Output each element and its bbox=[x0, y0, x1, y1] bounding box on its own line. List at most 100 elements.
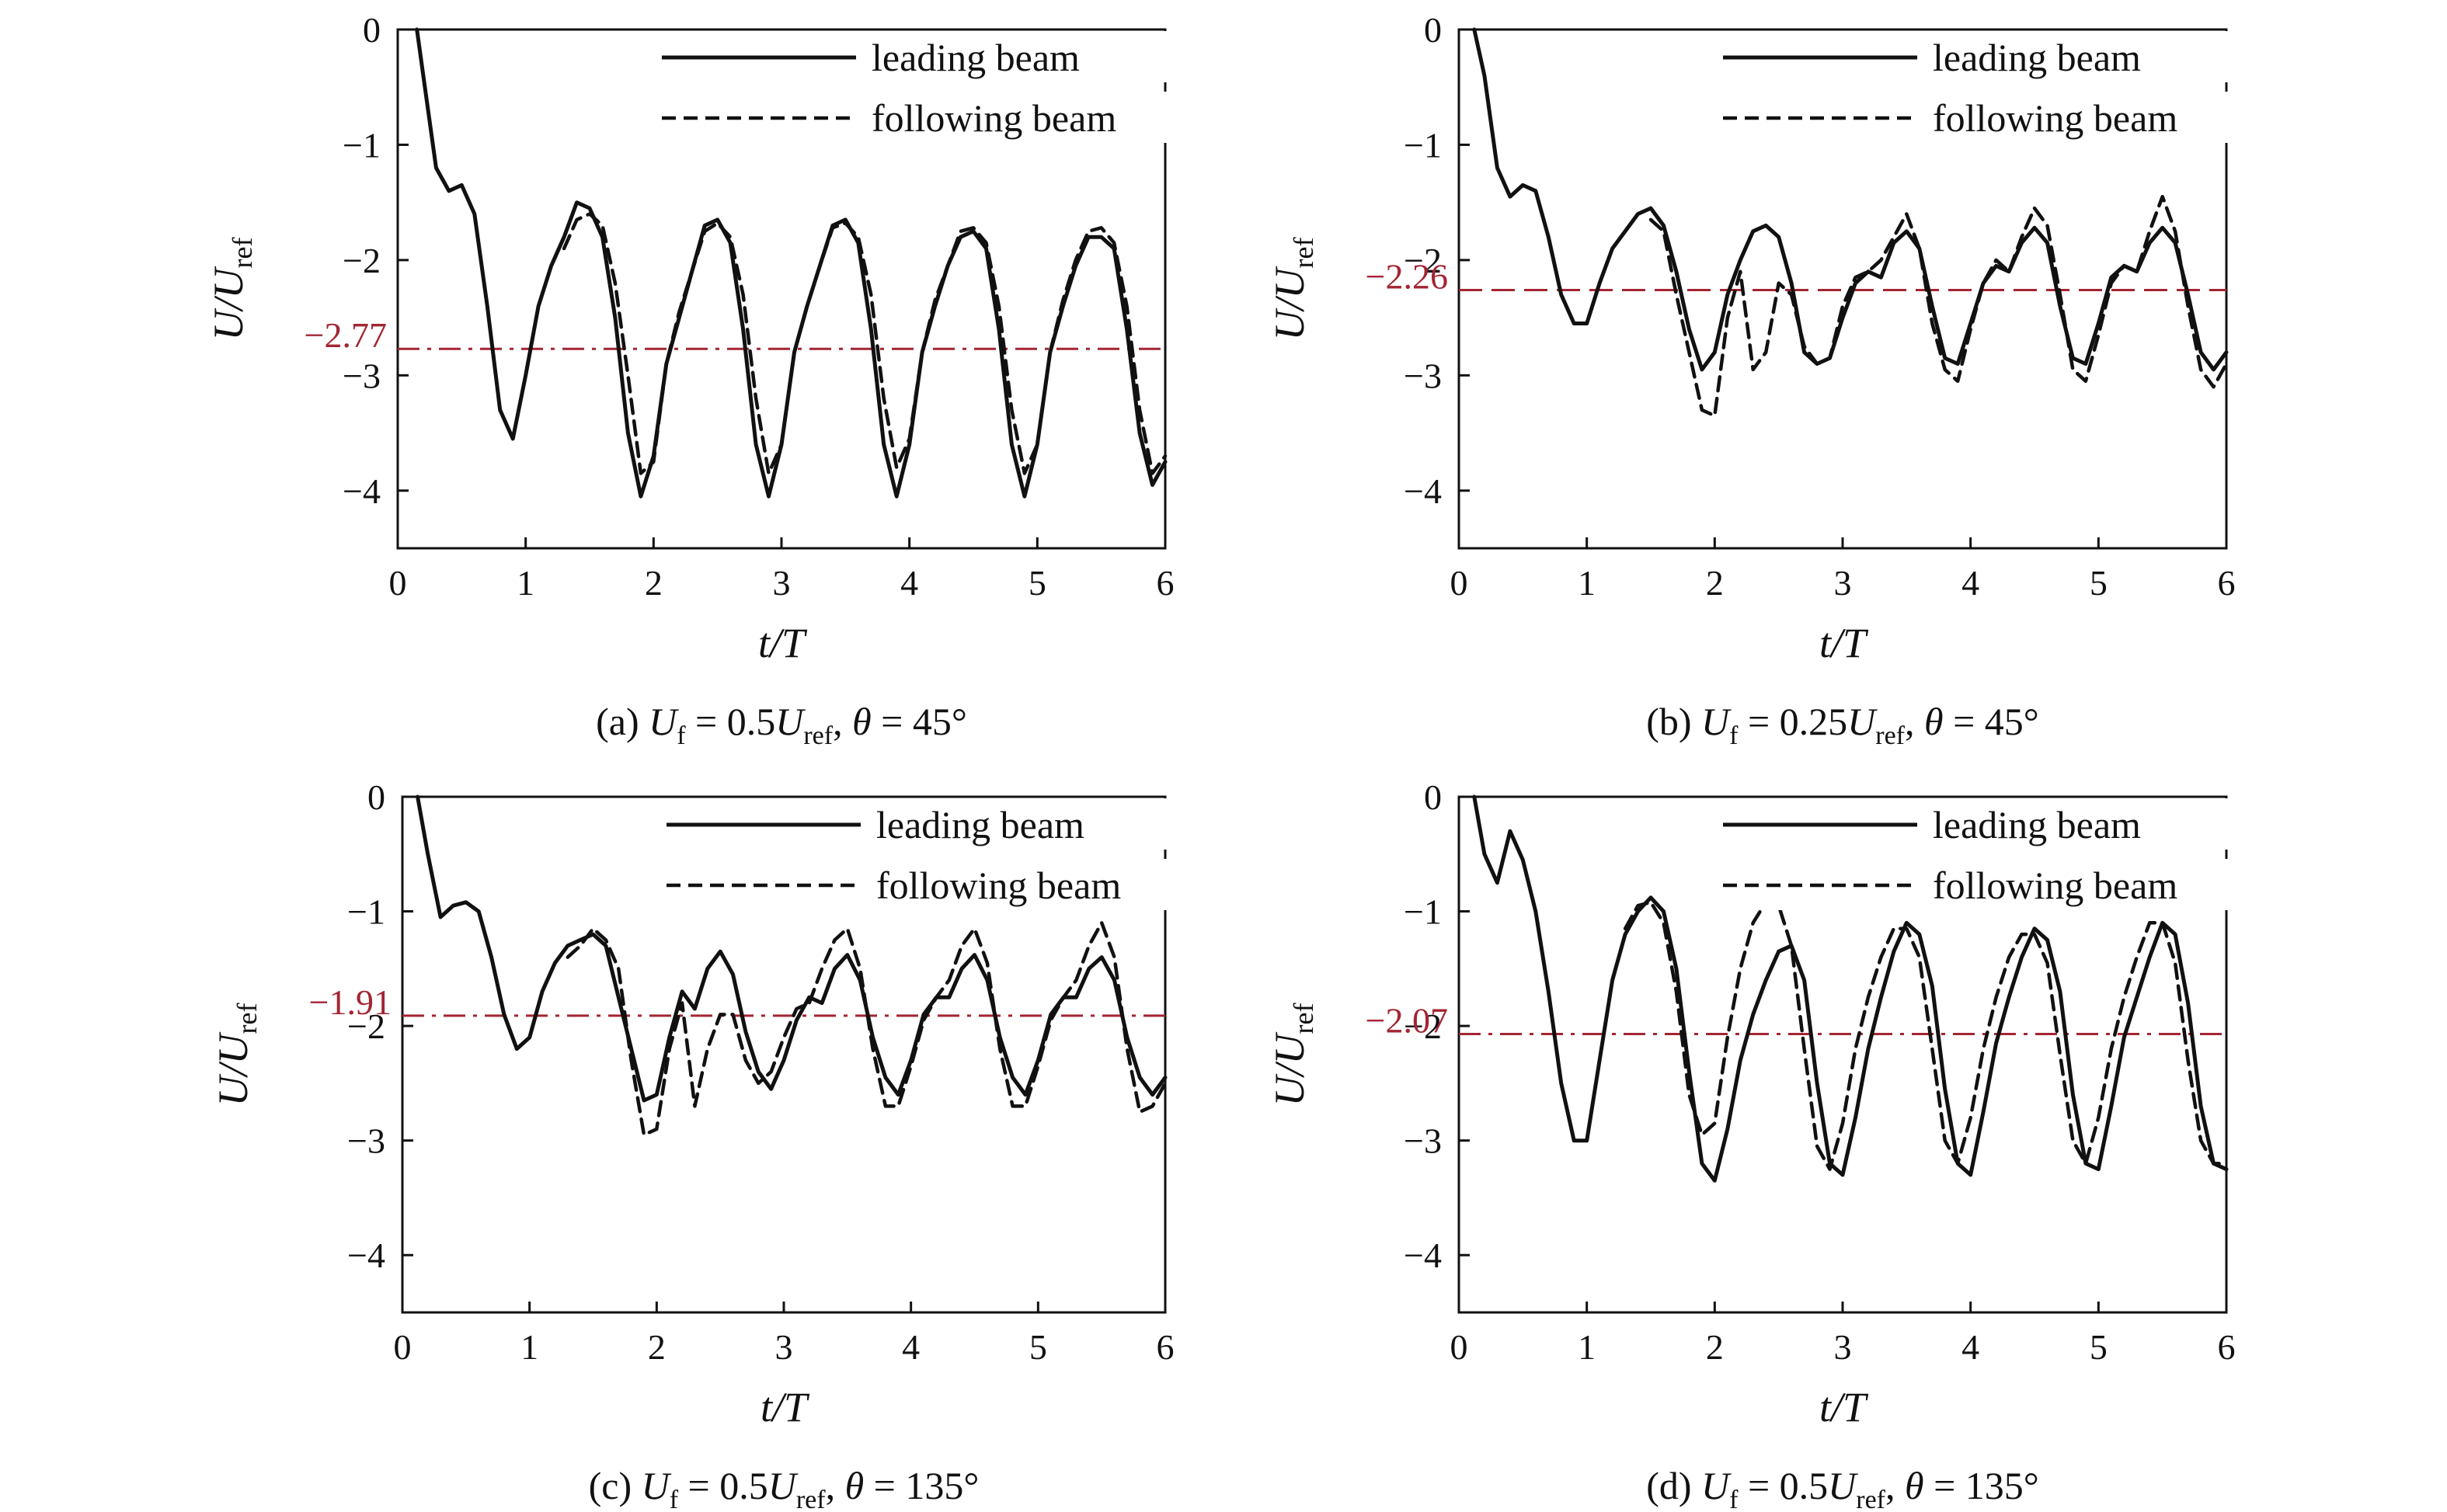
x-tick-label: 0 bbox=[1450, 563, 1468, 603]
x-tick-label: 5 bbox=[2090, 563, 2108, 603]
x-tick-label: 1 bbox=[1578, 563, 1596, 603]
legend-entry: leading beam bbox=[876, 803, 1084, 846]
x-tick-label: 2 bbox=[645, 563, 663, 603]
series-line-following bbox=[566, 921, 1168, 1137]
y-axis-label: U/Uref bbox=[1266, 1003, 1319, 1107]
caption-part: U bbox=[649, 700, 679, 743]
x-tick-label: 6 bbox=[1157, 563, 1175, 603]
y-axis-label-sub: ref bbox=[1288, 238, 1319, 269]
caption-part: f bbox=[670, 1486, 679, 1512]
caption-part: θ bbox=[852, 700, 872, 743]
y-tick-label: 0 bbox=[1424, 10, 1442, 50]
panel-caption: (c) Uf = 0.5Uref, θ = 135° bbox=[589, 1464, 980, 1512]
y-axis-label-main: U/U bbox=[1266, 266, 1313, 340]
x-tick-label: 2 bbox=[1706, 1327, 1724, 1367]
y-axis-label-sub: ref bbox=[231, 1003, 263, 1034]
y-tick-label: −4 bbox=[1404, 471, 1442, 511]
caption-part: = 45° bbox=[1944, 700, 2039, 743]
caption-part: , bbox=[833, 700, 852, 743]
caption-part: U bbox=[1701, 1464, 1732, 1507]
x-axis-label: t/T bbox=[758, 620, 808, 666]
x-tick-label: 2 bbox=[1706, 563, 1724, 603]
caption-part: U bbox=[775, 700, 806, 743]
y-tick-label: 0 bbox=[363, 10, 381, 50]
panel-caption: (d) Uf = 0.5Uref, θ = 135° bbox=[1646, 1464, 2039, 1512]
x-tick-label: 3 bbox=[1834, 563, 1852, 603]
caption-part: θ bbox=[845, 1464, 865, 1507]
x-tick-label: 4 bbox=[1961, 1327, 1979, 1367]
series-line-leading bbox=[1472, 27, 2229, 372]
y-tick-label: −1 bbox=[1404, 892, 1442, 932]
series-line-following bbox=[1648, 194, 2229, 418]
y-tick-label: −2 bbox=[1404, 1006, 1442, 1046]
caption-part: θ bbox=[1905, 1464, 1924, 1507]
y-axis-label: U/Uref bbox=[210, 1003, 263, 1107]
caption-part: U bbox=[768, 1464, 799, 1507]
caption-part: = 135° bbox=[1924, 1464, 2039, 1507]
x-axis-label: t/T bbox=[761, 1384, 810, 1430]
y-tick-label: −1 bbox=[347, 892, 385, 932]
series-line-leading bbox=[1472, 794, 2229, 1183]
y-axis-label-sub: ref bbox=[227, 238, 258, 269]
mean-label: −2.07 bbox=[1366, 1000, 1448, 1040]
legend-entry: following beam bbox=[1933, 864, 2177, 907]
x-tick-label: 3 bbox=[773, 563, 791, 603]
caption-part: (b) bbox=[1646, 700, 1701, 743]
y-tick-label: −4 bbox=[343, 471, 381, 511]
caption-part: ref bbox=[1856, 1486, 1885, 1512]
y-tick-label: −4 bbox=[1404, 1236, 1442, 1275]
x-axis-label: t/T bbox=[1819, 1384, 1869, 1430]
x-tick-label: 5 bbox=[1029, 1327, 1047, 1367]
y-tick-label: −3 bbox=[347, 1121, 385, 1161]
caption-part: = 0.5 bbox=[686, 700, 776, 743]
y-tick-label: −2 bbox=[1404, 241, 1442, 280]
x-tick-label: 0 bbox=[389, 563, 407, 603]
caption-part: (d) bbox=[1646, 1464, 1701, 1507]
x-tick-label: 1 bbox=[517, 563, 534, 603]
legend-entry: following beam bbox=[872, 96, 1116, 140]
caption-part: U bbox=[642, 1464, 672, 1507]
y-axis-label-main: U/U bbox=[205, 266, 252, 340]
y-tick-label: −3 bbox=[343, 356, 381, 395]
y-tick-label: 0 bbox=[1424, 777, 1442, 817]
mean-label: −1.91 bbox=[309, 982, 392, 1022]
legend-entry: following beam bbox=[876, 864, 1121, 907]
legend-entry: leading beam bbox=[872, 36, 1080, 79]
x-tick-label: 0 bbox=[1450, 1327, 1468, 1367]
caption-part: ref bbox=[803, 721, 833, 750]
x-tick-label: 5 bbox=[2090, 1327, 2108, 1367]
y-tick-label: −3 bbox=[1404, 1121, 1442, 1161]
series-line-following bbox=[1623, 900, 2229, 1171]
legend-entry: following beam bbox=[1933, 96, 2177, 140]
caption-part: U bbox=[1701, 700, 1732, 743]
caption-part: = 0.5 bbox=[1738, 1464, 1828, 1507]
x-tick-label: 3 bbox=[775, 1327, 793, 1367]
y-tick-label: 0 bbox=[367, 777, 385, 817]
caption-part: ref bbox=[796, 1486, 826, 1512]
legend-entry: leading beam bbox=[1933, 803, 2141, 846]
x-tick-label: 0 bbox=[394, 1327, 412, 1367]
x-tick-label: 2 bbox=[648, 1327, 666, 1367]
panel-caption: (a) Uf = 0.5Uref, θ = 45° bbox=[596, 700, 967, 750]
mean-label: −2.26 bbox=[1366, 256, 1448, 296]
caption-part: f bbox=[677, 721, 686, 750]
x-tick-label: 5 bbox=[1029, 563, 1046, 603]
caption-part: , bbox=[1885, 1464, 1905, 1507]
y-tick-label: −2 bbox=[343, 241, 381, 280]
caption-part: f bbox=[1729, 1486, 1739, 1512]
caption-part: U bbox=[1828, 1464, 1858, 1507]
x-tick-label: 6 bbox=[1157, 1327, 1175, 1367]
x-tick-label: 4 bbox=[1961, 563, 1979, 603]
x-tick-label: 6 bbox=[2218, 563, 2236, 603]
x-tick-label: 6 bbox=[2218, 1327, 2236, 1367]
x-tick-label: 1 bbox=[520, 1327, 538, 1367]
caption-part: = 45° bbox=[872, 700, 967, 743]
caption-part: ref bbox=[1875, 721, 1905, 750]
y-axis-label-sub: ref bbox=[1288, 1003, 1319, 1034]
y-axis-label-main: U/U bbox=[210, 1031, 256, 1106]
